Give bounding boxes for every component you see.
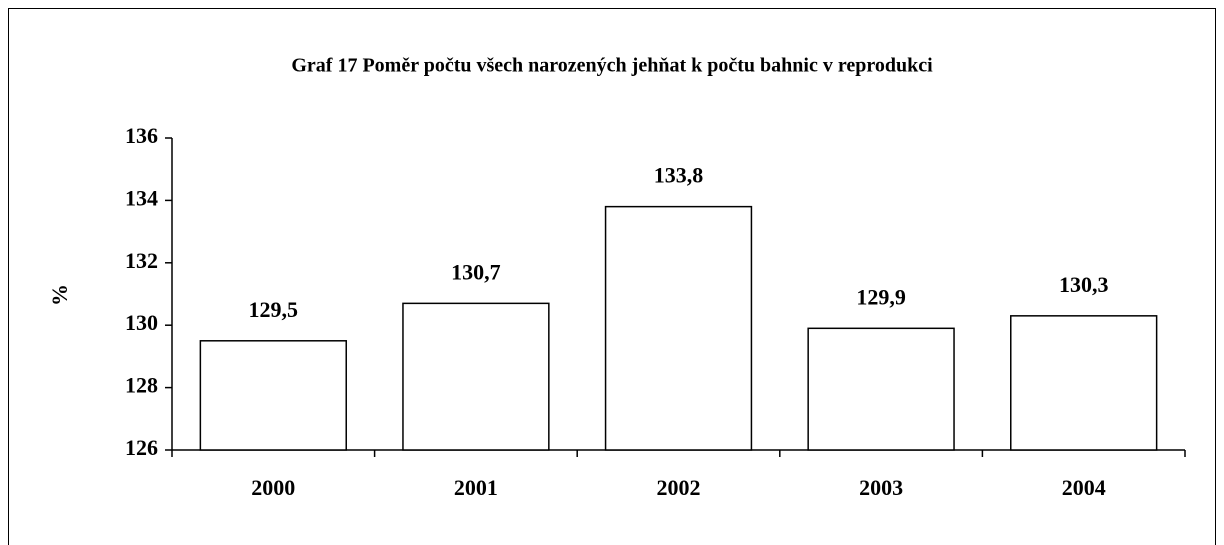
x-tick-label: 2003 xyxy=(859,475,903,500)
y-tick-label: 130 xyxy=(125,310,158,335)
bar xyxy=(402,302,550,451)
y-axis-label: % xyxy=(47,284,72,306)
value-label: 130,7 xyxy=(451,259,501,284)
bar xyxy=(807,327,955,451)
chart-title: Graf 17 Poměr počtu všech narozených jeh… xyxy=(291,55,933,77)
chart-frame xyxy=(8,8,1216,545)
value-label: 133,8 xyxy=(654,163,704,188)
x-tick-label: 2000 xyxy=(251,475,295,500)
value-label: 129,5 xyxy=(249,297,299,322)
value-label: 130,3 xyxy=(1059,272,1109,297)
y-tick-label: 132 xyxy=(125,248,158,273)
x-tick-label: 2002 xyxy=(657,475,701,500)
bar xyxy=(199,340,347,451)
y-tick-label: 126 xyxy=(125,435,158,460)
y-tick-label: 128 xyxy=(125,373,158,398)
y-tick-label: 136 xyxy=(125,123,158,148)
value-label: 129,9 xyxy=(856,284,906,309)
y-tick-label: 134 xyxy=(125,185,158,210)
bar xyxy=(604,205,753,451)
x-tick-label: 2001 xyxy=(454,475,498,500)
bar xyxy=(1010,315,1158,451)
x-tick-label: 2004 xyxy=(1062,475,1106,500)
